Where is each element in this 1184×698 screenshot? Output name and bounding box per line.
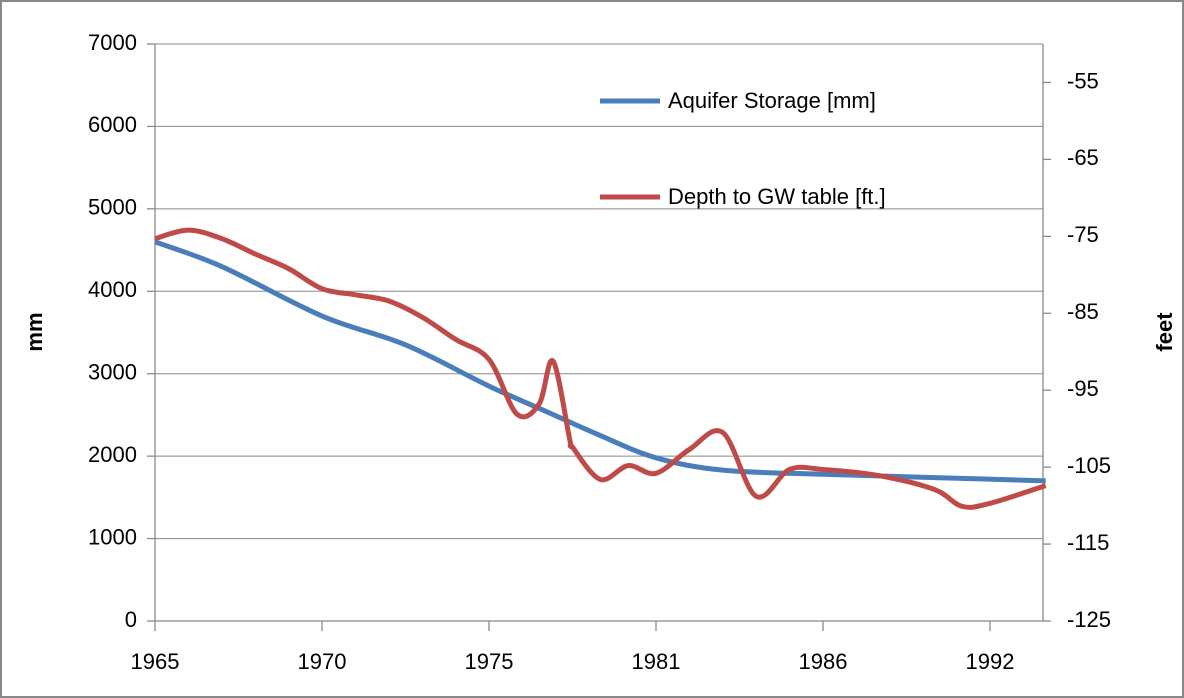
- x-tick-label: 1992: [966, 649, 1015, 674]
- x-tick-label: 1965: [131, 649, 180, 674]
- y2-tick-label: -65: [1067, 145, 1099, 170]
- y2-tick-label: -115: [1067, 530, 1109, 555]
- y-tick-label: 4000: [88, 277, 137, 302]
- series-line: [154, 227, 1047, 510]
- x-tick-label: 1986: [799, 649, 848, 674]
- y-tick-label: 0: [125, 607, 137, 632]
- x-tick-label: 1975: [465, 649, 514, 674]
- y2-tick-label: -95: [1067, 376, 1099, 401]
- y-tick-label: 7000: [88, 30, 137, 55]
- legend-label: Depth to GW table [ft.]: [668, 184, 886, 209]
- legend-label: Aquifer Storage [mm]: [668, 88, 876, 113]
- x-tick-label: 1970: [298, 649, 347, 674]
- y-tick-label: 2000: [88, 442, 137, 467]
- y-tick-label: 6000: [88, 112, 137, 137]
- y2-axis-label: feet: [1152, 312, 1177, 352]
- y2-tick-label: -55: [1067, 68, 1099, 93]
- y-tick-label: 5000: [88, 195, 137, 220]
- y2-tick-label: -75: [1067, 222, 1099, 247]
- y-tick-label: 3000: [88, 360, 137, 385]
- y2-tick-label: -105: [1067, 453, 1111, 478]
- x-tick-label: 1981: [632, 649, 681, 674]
- y2-tick-label: -125: [1067, 607, 1111, 632]
- y-tick-label: 1000: [88, 524, 137, 549]
- series-line: [154, 239, 1046, 484]
- y-axis-label: mm: [22, 312, 47, 351]
- y2-tick-label: -85: [1067, 299, 1099, 324]
